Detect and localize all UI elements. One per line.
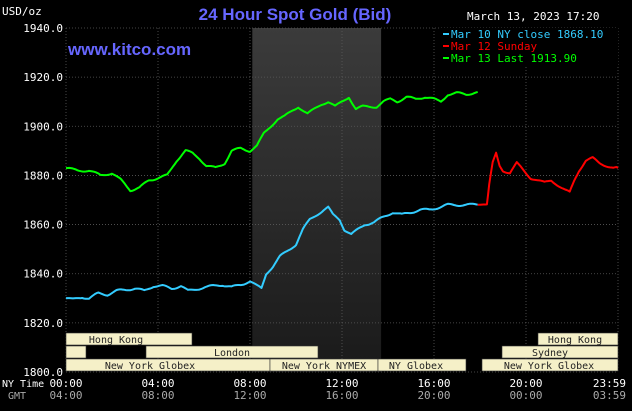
y-tick-label: 1840.0	[23, 268, 63, 281]
x-tick-label-ny: 04:00	[141, 377, 174, 390]
y-tick-label: 1880.0	[23, 169, 63, 182]
series-line-mar10	[65, 202, 478, 300]
x-axis: 00:0004:0004:0008:0008:0012:0012:0016:00…	[49, 377, 626, 402]
session-label-sydney: Sydney	[532, 348, 568, 359]
y-unit-label: USD/oz	[2, 5, 42, 18]
y-axis: 1800.0 1820.0 1840.0 1860.0 1880.0 1900.0 1920…	[23, 22, 63, 379]
legend-entry-mar12: Mar 12 Sunday	[451, 40, 537, 53]
x-tick-label-ny: 20:00	[509, 377, 542, 390]
site-watermark: www.kitco.com	[67, 40, 191, 59]
session-label-london: London	[214, 348, 250, 359]
y-tick-label: 1920.0	[23, 71, 63, 84]
x-tick-label-gmt: 00:00	[509, 389, 542, 402]
y-tick-label: 1800.0	[23, 366, 63, 379]
session-label-new-york-globex-2: New York Globex	[504, 361, 594, 372]
gmt-label: GMT	[8, 391, 26, 402]
x-tick-label-gmt: 20:00	[417, 389, 450, 402]
series-line-mar12	[477, 151, 619, 206]
session-hong-kong-2	[537, 332, 619, 346]
session-ny-globex	[377, 358, 467, 372]
x-tick-label-gmt: 08:00	[141, 389, 174, 402]
session-hong-kong-1	[65, 332, 193, 346]
session-new-york-globex-2	[481, 358, 619, 372]
chart-title: 24 Hour Spot Gold (Bid)	[199, 5, 392, 24]
y-tick-label: 1940.0	[23, 22, 63, 35]
timestamp: March 13, 2023 17:20	[467, 10, 599, 23]
session-small-1	[65, 345, 87, 359]
session-label-new-york-globex-1: New York Globex	[105, 361, 195, 372]
nymex-session-shading	[252, 28, 382, 372]
x-tick-label-gmt: 12:00	[233, 389, 266, 402]
y-tick-label: 1820.0	[23, 317, 63, 330]
y-tick-label: 1860.0	[23, 219, 63, 232]
session-london	[145, 345, 319, 359]
legend-entry-mar10: Mar 10 NY close 1868.10	[451, 28, 603, 41]
series-lines	[65, 90, 619, 300]
y-tick-label: 1900.0	[23, 120, 63, 133]
x-tick-label-ny: 12:00	[325, 377, 358, 390]
x-tick-label-gmt: 04:00	[49, 389, 82, 402]
session-label-ny-globex: NY Globex	[389, 361, 443, 372]
x-tick-label-ny: 08:00	[233, 377, 266, 390]
x-tick-label-ny: 00:00	[49, 377, 82, 390]
market-sessions: Hong Kong London New York Globex New Yor…	[65, 332, 619, 372]
ny-time-label: NY Time	[2, 379, 44, 390]
x-tick-label-ny: 23:59	[593, 377, 626, 390]
legend: Mar 10 NY close 1868.10 Mar 12 Sunday Ma…	[440, 28, 618, 67]
session-label-hong-kong-1: Hong Kong	[89, 335, 143, 346]
x-tick-label-gmt: 16:00	[325, 389, 358, 402]
legend-box	[440, 28, 618, 67]
x-tick-label-ny: 16:00	[417, 377, 450, 390]
series-line-mar13	[65, 90, 478, 193]
x-tick-label-gmt: 03:59	[593, 389, 626, 402]
session-label-new-york-nymex: New York NYMEX	[282, 361, 366, 372]
plot-area: 1800.0 1820.0 1840.0 1860.0 1880.0 1900.0 1920…	[23, 22, 619, 379]
session-label-hong-kong-2: Hong Kong	[548, 335, 602, 346]
legend-entry-mar13: Mar 13 Last 1913.90	[451, 52, 577, 65]
session-sydney	[501, 345, 619, 359]
